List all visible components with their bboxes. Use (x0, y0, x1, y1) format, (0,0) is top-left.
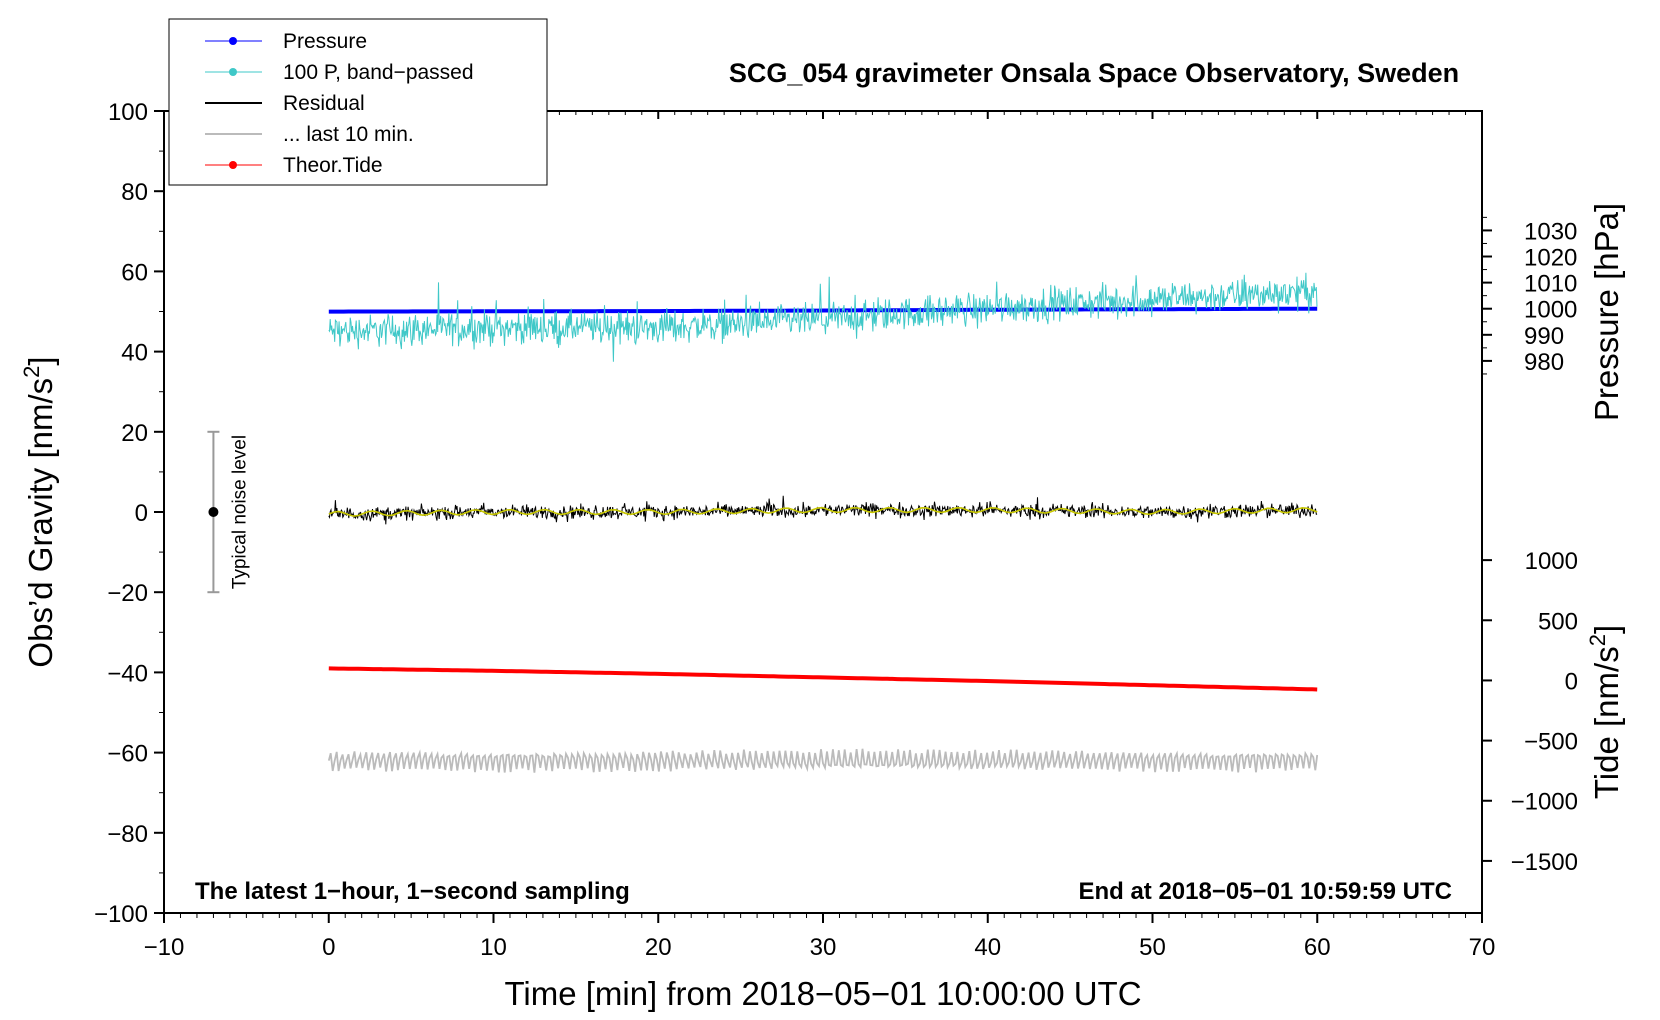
noise-label: Typical noise level (229, 435, 250, 589)
x-tick-label: 20 (645, 934, 672, 961)
series-pressure (328, 306, 1318, 314)
noise-bar-dot (208, 507, 219, 517)
x-tick-label: 60 (1304, 934, 1331, 961)
y-right-tide-title-text: Tide [nm/s (1588, 646, 1625, 799)
legend: Pressure 100 P, band−passed Residual ... la… (168, 18, 548, 186)
legend-label-3: ... last 10 min. (283, 123, 414, 146)
series-residual-smoothed (328, 506, 1318, 517)
y-tide-tick-label: 0 (1565, 668, 1578, 695)
x-tick-label: 50 (1139, 934, 1166, 961)
y-pressure-tick-label: 1030 (1524, 218, 1577, 245)
series-last-10-min (327, 748, 1319, 773)
y-left-axis-title: Obs’d Gravity [nm/s2] (19, 356, 59, 667)
y-left-tick-label: −40 (107, 660, 148, 687)
x-tick-label: 30 (810, 934, 837, 961)
y-pressure-tick-label: 980 (1524, 349, 1564, 376)
y-left-tick-label: −100 (94, 901, 148, 928)
series-theor-tide (328, 666, 1318, 692)
y-left-tick-label: 20 (121, 420, 148, 447)
y-left-tick-label: 60 (121, 259, 148, 286)
series-100-p-band-passed (328, 272, 1318, 362)
y-left-tick-label: 40 (121, 340, 148, 367)
y-left-tick-label: −60 (107, 741, 148, 768)
y-left-tick-label: 80 (121, 179, 148, 206)
y-left-axis-title-sup: 2 (19, 366, 44, 378)
x-tick-label: −10 (144, 934, 185, 961)
note-left: The latest 1−hour, 1−second sampling (195, 878, 630, 905)
y-left-tick-label: −20 (107, 580, 148, 607)
legend-label-2: Residual (283, 92, 365, 115)
y-left-tick-label: 0 (135, 500, 148, 527)
legend-label-1: 100 P, band−passed (283, 61, 474, 84)
y-right-tide-title-close: ] (1588, 625, 1625, 634)
y-right-tide-title-sup: 2 (1585, 634, 1610, 646)
y-tide-tick-label: 500 (1538, 608, 1578, 635)
y-left-axis-title-text: Obs’d Gravity [nm/s (22, 378, 59, 668)
y-tide-tick-label: −1000 (1511, 789, 1578, 816)
x-tick-label: 0 (322, 934, 335, 961)
legend-marker-1 (229, 68, 237, 76)
x-axis-title: Time [min] from 2018−05−01 10:00:00 UTC (504, 975, 1141, 1012)
legend-marker-0 (229, 37, 237, 45)
axis-ticks: −10 0 10 20 30 40 50 60 70100806040200−20−40−60−… (94, 99, 1578, 961)
y-tide-tick-label: −500 (1524, 729, 1578, 756)
y-tide-tick-label: 1000 (1525, 548, 1578, 575)
x-tick-label: 10 (480, 934, 507, 961)
data-traces (327, 272, 1319, 773)
legend-marker-4 (229, 161, 237, 169)
y-pressure-tick-label: 1000 (1524, 297, 1577, 324)
legend-label-0: Pressure (283, 30, 367, 53)
y-right-pressure-title: Pressure [hPa] (1588, 203, 1625, 421)
legend-items: Pressure 100 P, band−passed Residual ... la… (205, 30, 474, 177)
y-pressure-tick-label: 1010 (1524, 271, 1577, 298)
y-left-axis-title-close: ] (22, 356, 59, 365)
note-right: End at 2018−05−01 10:59:59 UTC (1078, 878, 1452, 905)
y-left-tick-label: −80 (107, 821, 148, 848)
y-pressure-tick-label: 990 (1524, 323, 1564, 350)
y-tide-tick-label: −1500 (1511, 849, 1578, 876)
chart-title: SCG_054 gravimeter Onsala Space Observat… (729, 58, 1459, 88)
legend-label-4: Theor.Tide (283, 154, 383, 177)
x-tick-label: 70 (1469, 934, 1496, 961)
x-tick-label: 40 (974, 934, 1001, 961)
y-left-tick-label: 100 (108, 99, 148, 126)
noise-bar: Typical noise level (207, 430, 250, 594)
y-right-tide-title: Tide [nm/s2] (1585, 625, 1625, 799)
y-pressure-tick-label: 1020 (1524, 245, 1577, 272)
